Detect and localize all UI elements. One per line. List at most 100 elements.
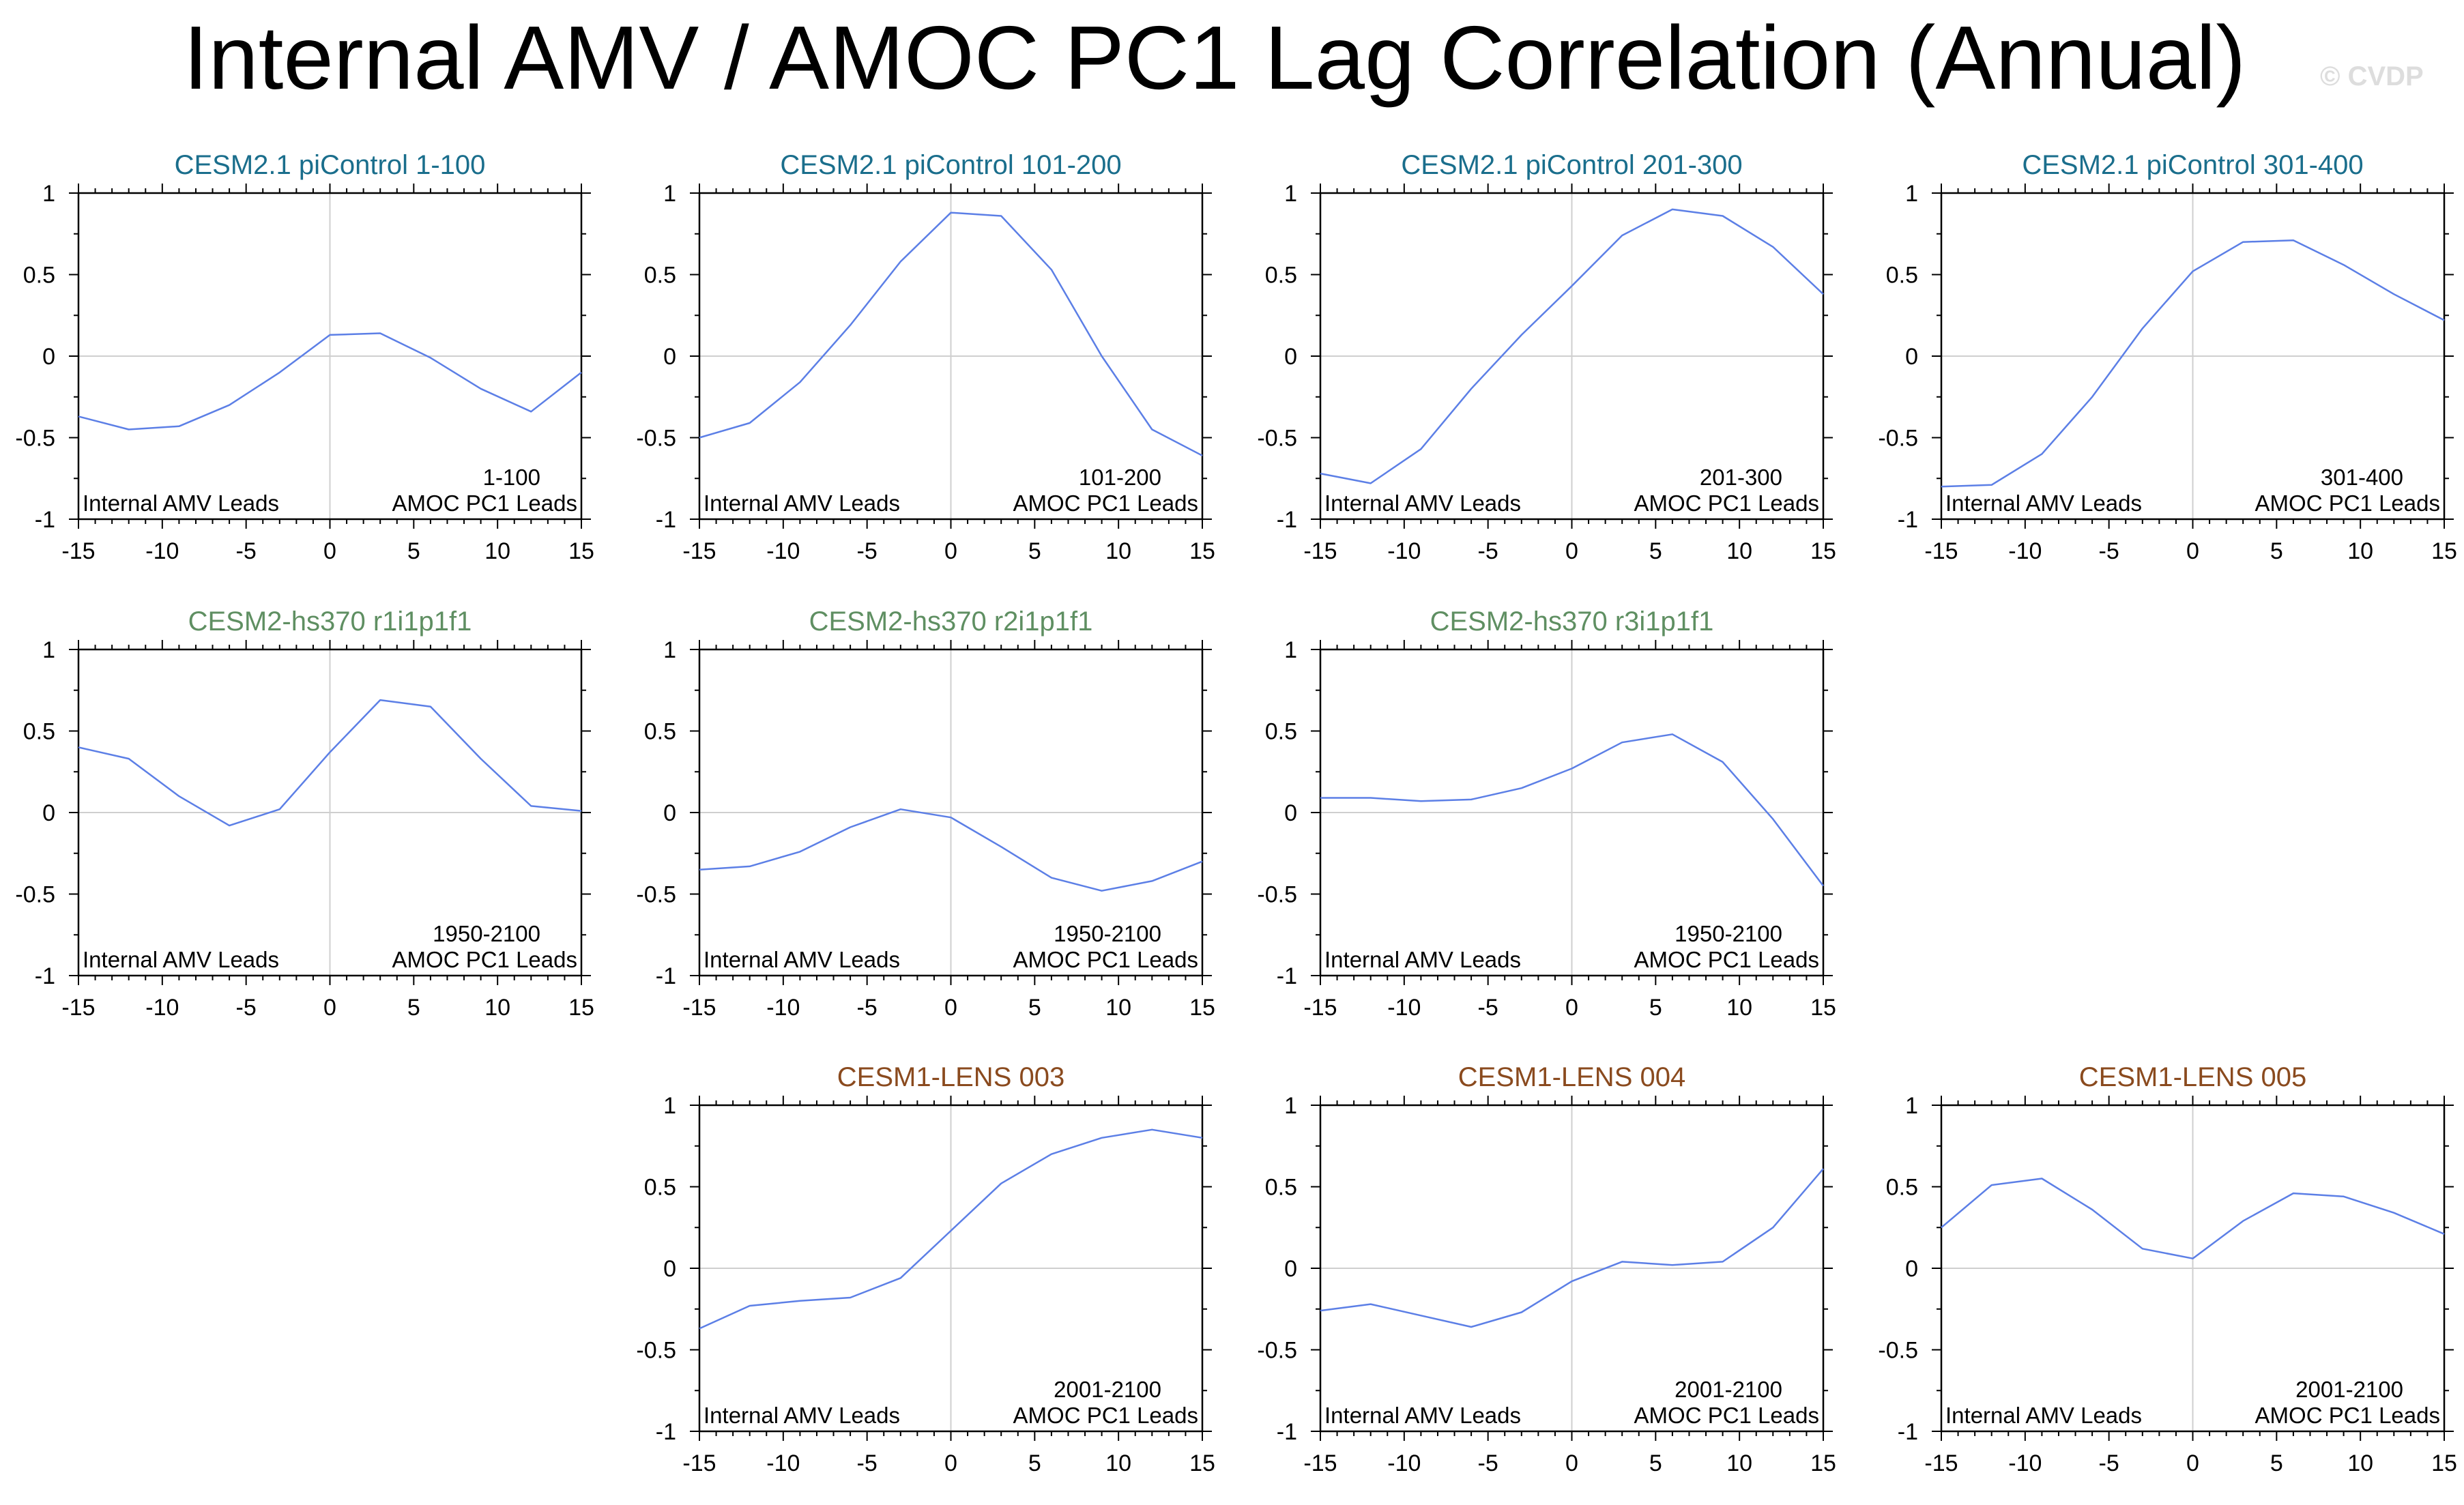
right-annotation: AMOC PC1 Leads	[1634, 1403, 1819, 1428]
right-annotation: AMOC PC1 Leads	[2255, 1403, 2440, 1428]
x-tick-label: -15	[61, 538, 95, 564]
panel-title: CESM1-LENS 004	[1458, 1062, 1685, 1092]
x-tick-label: 15	[1810, 538, 1836, 564]
x-tick-label: 10	[1105, 538, 1131, 564]
period-label: 1950-2100	[1054, 921, 1161, 946]
chart-panel: CESM2.1 piControl 201-300-15 -10 -5 0 5 10 15-…	[1257, 150, 1836, 564]
x-tick-label: 15	[568, 538, 594, 564]
y-tick-label: -1	[656, 1419, 676, 1445]
x-tick-label: -15	[1303, 995, 1337, 1021]
y-tick-label: -1	[1277, 507, 1297, 533]
y-tick-label: -1	[656, 507, 676, 533]
y-tick-label: -0.5	[1878, 1338, 1918, 1364]
y-tick-label: 1	[42, 181, 55, 207]
left-annotation: Internal AMV Leads	[1324, 947, 1521, 972]
left-annotation: Internal AMV Leads	[1324, 491, 1521, 516]
y-tick-label: -1	[35, 507, 55, 533]
x-tick-label: 15	[1189, 995, 1215, 1021]
left-annotation: Internal AMV Leads	[704, 491, 900, 516]
y-tick-label: 0	[1284, 1256, 1297, 1282]
period-label: 2001-2100	[2295, 1377, 2403, 1402]
y-tick-label: 1	[1284, 181, 1297, 207]
x-tick-label: 5	[407, 995, 420, 1021]
x-tick-label: 10	[1105, 995, 1131, 1021]
y-tick-label: -0.5	[1878, 426, 1918, 452]
panel-title: CESM2.1 piControl 201-300	[1401, 150, 1742, 180]
chart-panel: CESM2-hs370 r2i1p1f1-15 -10 -5 0 5 10 15-1-0.5…	[636, 607, 1215, 1021]
correlation-line	[699, 808, 1203, 892]
x-tick-label: -10	[2008, 538, 2042, 564]
y-tick-label: 0.5	[644, 719, 676, 745]
x-tick-label: 10	[1726, 538, 1752, 564]
x-tick-label: 15	[1189, 1450, 1215, 1476]
y-tick-label: 1	[1905, 181, 1918, 207]
y-tick-label: 0	[663, 800, 676, 826]
y-tick-label: 0.5	[1265, 719, 1297, 745]
right-annotation: AMOC PC1 Leads	[392, 947, 577, 972]
y-tick-label: -0.5	[15, 426, 55, 452]
left-annotation: Internal AMV Leads	[83, 491, 279, 516]
x-tick-label: 10	[2347, 538, 2373, 564]
x-tick-label: 10	[1105, 1450, 1131, 1476]
y-tick-label: -1	[1898, 507, 1918, 533]
panel-title: CESM1-LENS 003	[837, 1062, 1064, 1092]
panel-title: CESM2.1 piControl 1-100	[175, 150, 486, 180]
x-tick-label: 10	[484, 995, 510, 1021]
x-tick-label: 0	[944, 1450, 957, 1476]
x-tick-label: 5	[2270, 538, 2283, 564]
x-tick-label: 0	[1565, 538, 1578, 564]
y-tick-label: 1	[1905, 1093, 1918, 1119]
x-tick-label: -10	[766, 995, 800, 1021]
correlation-line	[699, 211, 1203, 456]
x-tick-label: -10	[1387, 995, 1421, 1021]
correlation-line	[1941, 1178, 2445, 1259]
chart-panel: CESM1-LENS 005 -15 -10 -5 0 5 10 15 -1 -0.5 0 0.5 1 2…	[1878, 1062, 2457, 1476]
y-tick-label: -1	[1277, 1419, 1297, 1445]
y-tick-label: -1	[1277, 963, 1297, 989]
y-tick-label: 0	[1905, 344, 1918, 370]
right-annotation: AMOC PC1 Leads	[1634, 491, 1819, 516]
x-tick-label: -10	[2008, 1450, 2042, 1476]
right-annotation: AMOC PC1 Leads	[1013, 491, 1198, 516]
correlation-line	[1320, 1168, 1824, 1328]
x-tick-label: -15	[1924, 538, 1958, 564]
x-tick-label: -15	[682, 1450, 716, 1476]
correlation-line	[78, 699, 582, 827]
y-tick-label: 0	[663, 1256, 676, 1282]
correlation-line	[78, 332, 582, 430]
x-tick-label: 5	[1649, 995, 1662, 1021]
x-tick-label: 10	[1726, 995, 1752, 1021]
x-tick-label: 15	[568, 995, 594, 1021]
y-tick-label: 1	[1284, 1093, 1297, 1119]
y-tick-label: 0	[663, 344, 676, 370]
right-annotation: AMOC PC1 Leads	[2255, 491, 2440, 516]
y-tick-label: 0.5	[644, 263, 676, 289]
x-tick-label: -5	[2099, 538, 2119, 564]
x-tick-label: 0	[323, 538, 336, 564]
period-label: 2001-2100	[1054, 1377, 1161, 1402]
y-tick-label: 0.5	[1265, 263, 1297, 289]
chart-panel: CESM1-LENS 004 -15 -10 -5 0 5 10 15 -1 -0.5 0 0.5 1 2…	[1257, 1062, 1836, 1476]
x-tick-label: 0	[2186, 1450, 2199, 1476]
x-tick-label: 10	[2347, 1450, 2373, 1476]
left-annotation: Internal AMV Leads	[1945, 491, 2142, 516]
chart-panel: CESM2.1 piControl 1-100-15 -10 -5 0 5 10 15-1-…	[15, 150, 594, 564]
x-tick-label: 5	[1028, 538, 1041, 564]
period-label: 1950-2100	[1675, 921, 1782, 946]
chart-panel: CESM1-LENS 003 -15 -10 -5 0 5 10 15 -1 -0.5 0 0.5 1 2…	[636, 1062, 1215, 1476]
y-tick-label: 0	[1905, 1256, 1918, 1282]
correlation-line	[1320, 208, 1824, 484]
x-tick-label: 0	[944, 995, 957, 1021]
left-annotation: Internal AMV Leads	[1945, 1403, 2142, 1428]
chart-panel: CESM2-hs370 r3i1p1f1-15 -10 -5 0 5 10 15-1-0.5…	[1257, 607, 1836, 1021]
chart-panel: CESM2-hs370 r1i1p1f1-15 -10 -5 0 5 10 15-1-0.5…	[15, 607, 594, 1021]
x-tick-label: -15	[61, 995, 95, 1021]
left-annotation: Internal AMV Leads	[704, 947, 900, 972]
y-tick-label: -1	[1898, 1419, 1918, 1445]
x-tick-label: -15	[682, 995, 716, 1021]
x-tick-label: 5	[2270, 1450, 2283, 1476]
chart-panel: CESM2.1 piControl 101-200-15 -10 -5 0 5 10 15-…	[636, 150, 1215, 564]
y-tick-label: -0.5	[636, 1338, 676, 1364]
